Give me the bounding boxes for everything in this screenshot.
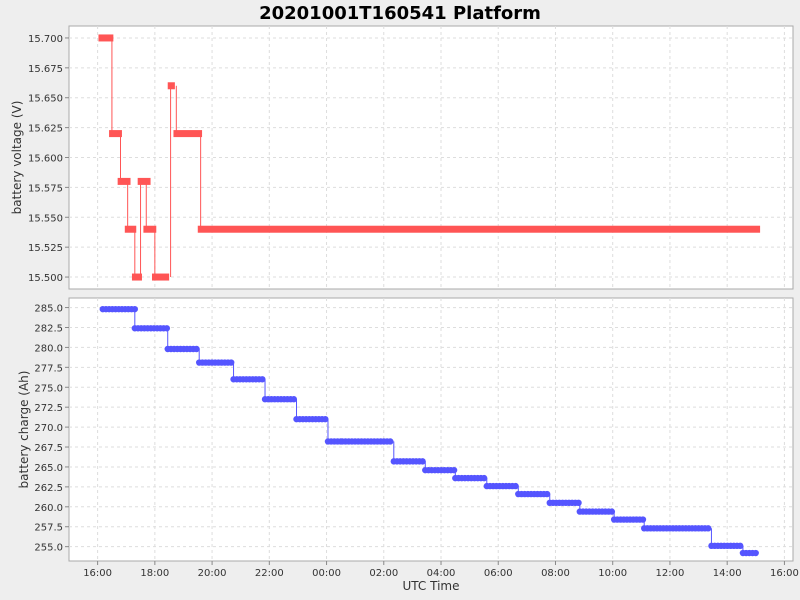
y-tick-label: 15.650 [28, 94, 63, 105]
y-tick-label: 255.0 [34, 543, 63, 554]
x-tick-label: 20:00 [198, 568, 227, 579]
charge-point [193, 345, 200, 353]
charge-point [131, 305, 138, 313]
voltage-segment [109, 130, 122, 138]
voltage-segment [137, 177, 151, 185]
y-tick-label: 282.5 [34, 323, 63, 334]
charge-plot-area [68, 297, 794, 562]
charge-point [480, 474, 488, 482]
voltage-grid [69, 26, 793, 289]
charge-point [163, 325, 171, 332]
x-tick-label: 12:00 [656, 568, 685, 579]
y-tick-label: 275.0 [34, 383, 63, 394]
y-tick-label: 15.700 [28, 34, 63, 45]
y-tick-label: 15.675 [28, 64, 63, 75]
charge-point [704, 525, 712, 532]
charge-point [290, 396, 298, 403]
charge-y-axis-label: battery charge (Ah) [17, 371, 31, 489]
charge-point [322, 415, 329, 423]
voltage-segment [117, 177, 131, 185]
y-tick-label: 280.0 [34, 343, 63, 354]
y-tick-label: 265.0 [34, 463, 63, 474]
charge-panel: 255.0 257.5 260.0 262.5 265.0 267.5 270.0 272.5… [17, 297, 799, 593]
voltage-panel: 15.500 15.525 15.550 15.575 15.600 15.625 15.6… [10, 25, 794, 290]
charge-point [259, 376, 266, 383]
charge-point [387, 438, 394, 445]
y-tick-label: 15.625 [28, 124, 63, 135]
charge-point [737, 542, 744, 550]
y-tick-label: 277.5 [34, 363, 63, 374]
voltage-segment [124, 225, 137, 233]
x-tick-label: 16:00 [83, 568, 112, 579]
y-tick-label: 272.5 [34, 403, 63, 414]
voltage-segment [173, 130, 203, 138]
voltage-series [98, 34, 761, 281]
charge-point [608, 508, 616, 515]
charge-point [512, 482, 519, 490]
y-tick-label: 262.5 [34, 483, 63, 494]
voltage-y-axis-label: battery voltage (V) [10, 101, 24, 215]
charge-series [99, 305, 759, 557]
y-tick-label: 15.600 [28, 154, 63, 165]
x-tick-label: 22:00 [255, 568, 284, 579]
x-tick-label: 04:00 [427, 568, 456, 579]
y-tick-label: 270.0 [34, 423, 63, 434]
charge-y-ticks: 255.0 257.5 260.0 262.5 265.0 267.5 270.0 272.5… [34, 304, 69, 554]
x-tick-label: 06:00 [484, 568, 513, 579]
charge-point [228, 359, 235, 366]
y-tick-label: 285.0 [34, 304, 63, 315]
voltage-segment [197, 225, 761, 233]
x-tick-label: 00:00 [312, 568, 341, 579]
voltage-segment [167, 82, 175, 90]
charge-point [575, 499, 582, 507]
charge-point [419, 458, 426, 465]
voltage-segment [131, 273, 142, 281]
charge-point [543, 490, 551, 498]
y-tick-label: 267.5 [34, 443, 63, 454]
x-tick-label: 18:00 [140, 568, 169, 579]
y-tick-label: 15.575 [28, 183, 63, 194]
x-tick-label: 16:00 [770, 568, 799, 579]
time-x-ticks: 16:00 18:00 20:00 22:00 00:00 02:00 04:00 06:00… [83, 561, 799, 579]
y-tick-label: 257.5 [34, 523, 63, 534]
y-tick-label: 15.500 [28, 273, 63, 284]
x-axis-label: UTC Time [403, 579, 460, 593]
charge-point [450, 466, 458, 474]
charge-point [639, 516, 647, 523]
y-tick-label: 15.525 [28, 243, 63, 254]
charge-point [752, 549, 759, 557]
y-tick-label: 15.550 [28, 213, 63, 224]
voltage-segment [143, 225, 157, 233]
x-tick-label: 14:00 [713, 568, 742, 579]
chart-title: 20201001T160541 Platform [259, 3, 541, 24]
voltage-segment [98, 34, 114, 42]
x-tick-label: 08:00 [541, 568, 570, 579]
voltage-y-ticks: 15.500 15.525 15.550 15.575 15.600 15.625 15.6… [28, 34, 69, 284]
x-tick-label: 10:00 [598, 568, 627, 579]
x-tick-label: 02:00 [369, 568, 398, 579]
y-tick-label: 260.0 [34, 503, 63, 514]
voltage-segment [151, 273, 170, 281]
charge-grid [69, 298, 793, 561]
